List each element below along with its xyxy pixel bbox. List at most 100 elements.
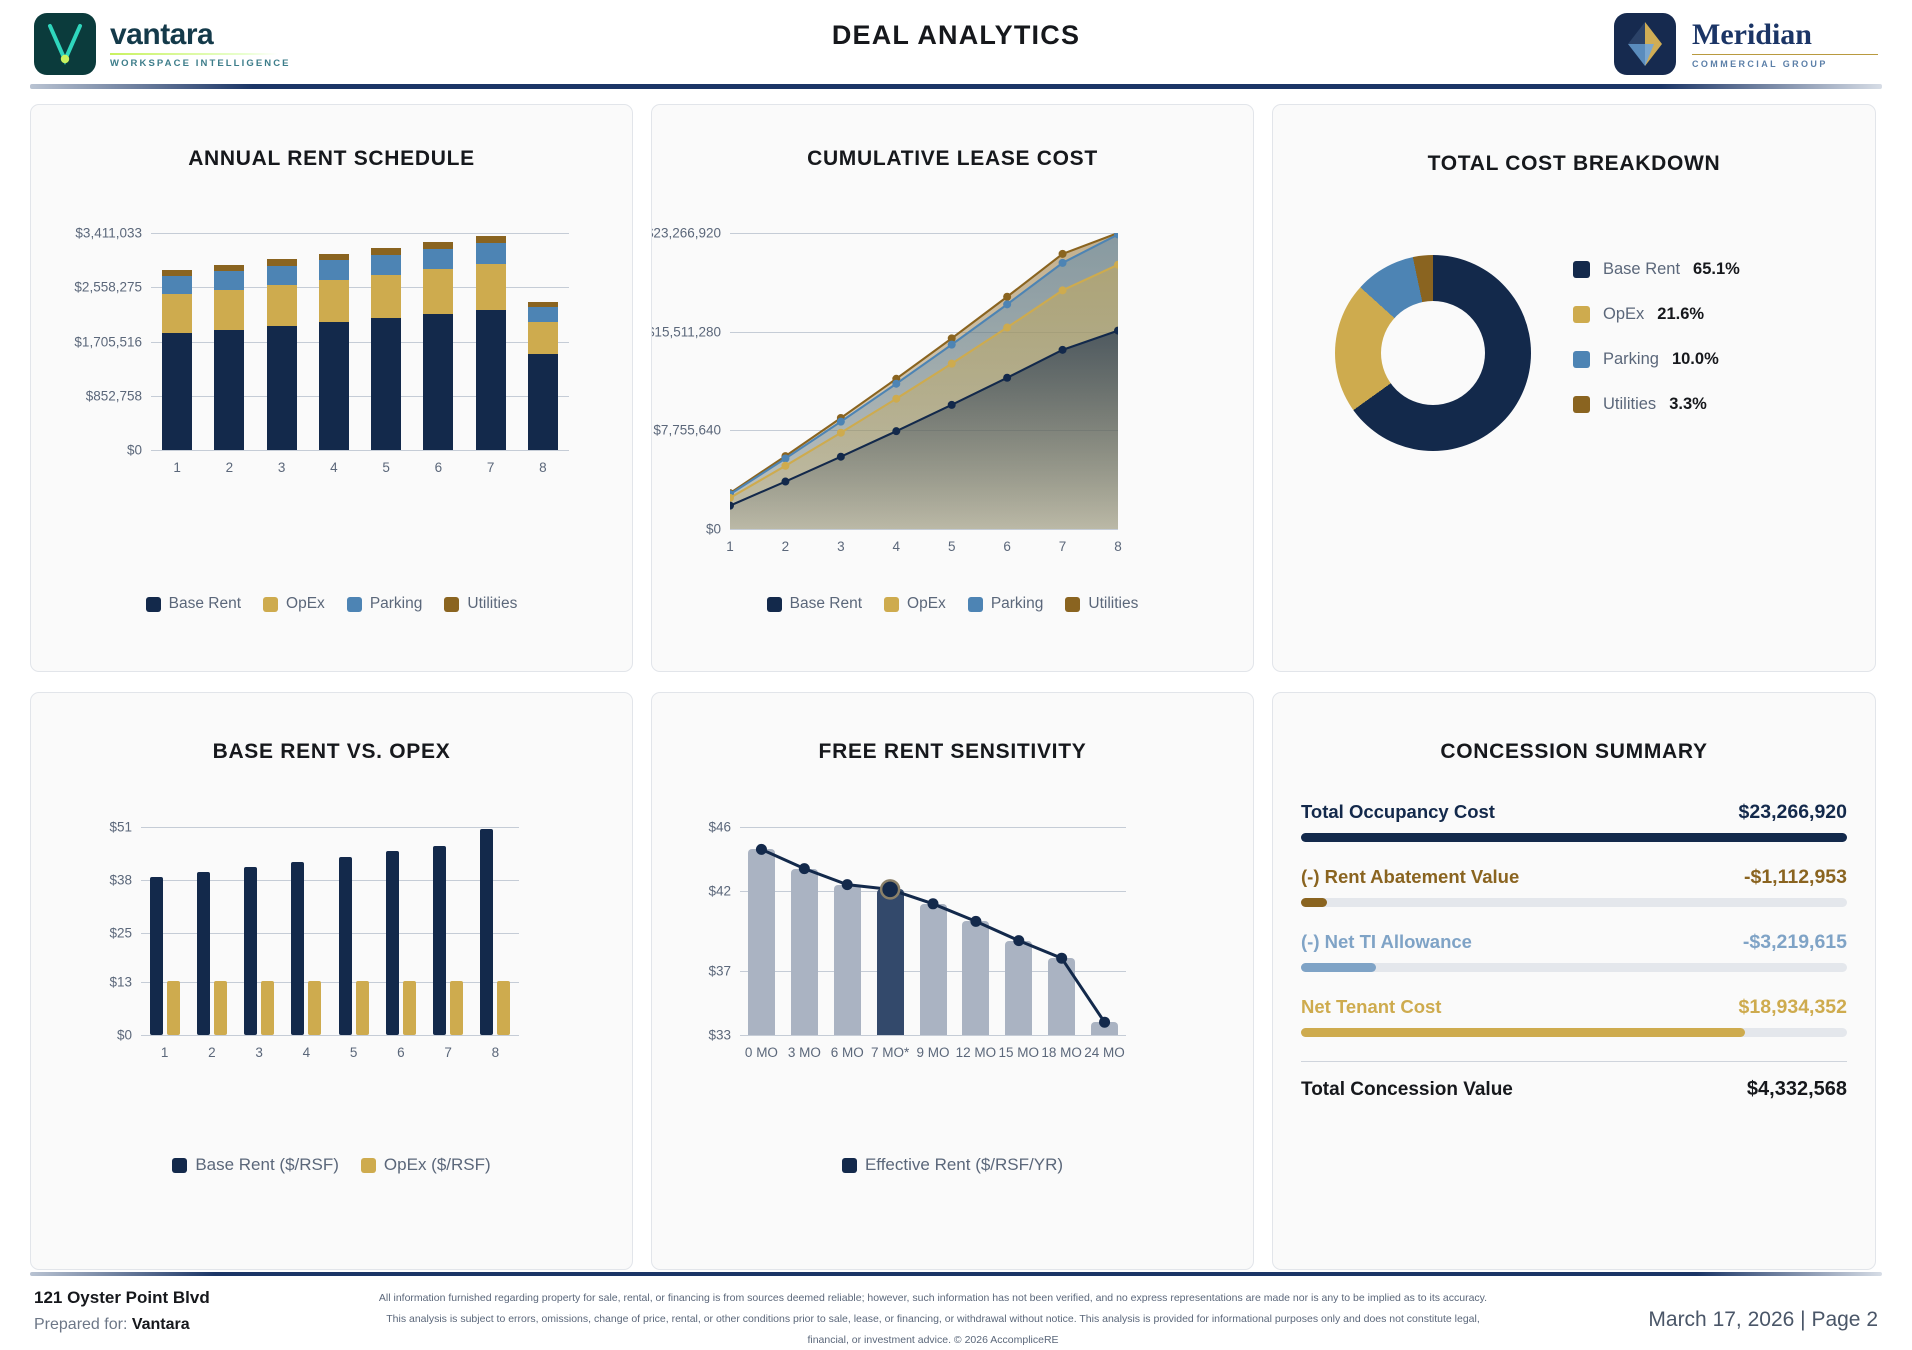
bar-segment-base-rent <box>371 318 402 450</box>
concession-rows: Total Occupancy Cost $23,266,920 (-) Rent … <box>1301 801 1847 1101</box>
x-axis-tick-label: 6 <box>397 1045 405 1060</box>
x-axis-tick-label: 7 <box>444 1045 452 1060</box>
bar[interactable] <box>919 903 947 1035</box>
legend-label: Parking <box>369 595 423 612</box>
stacked-bar[interactable] <box>371 233 402 450</box>
donut-legend-label: Parking <box>1603 350 1659 368</box>
bar-base-rent-rsf-[interactable] <box>244 867 258 1035</box>
x-axis-tick-label: 0 MO <box>744 1045 778 1060</box>
y-axis-tick-label: $23,266,920 <box>651 225 721 241</box>
bar-base-rent-rsf-[interactable] <box>196 872 210 1035</box>
bar[interactable] <box>747 849 775 1035</box>
y-axis-tick-label: $46 <box>708 819 731 835</box>
page-footer: 121 Oyster Point Blvd Prepared for: Vant… <box>0 1284 1912 1350</box>
card-concession-summary: CONCESSION SUMMARY Total Occupancy Cost $… <box>1272 692 1876 1270</box>
legend-label: Utilities <box>467 595 518 612</box>
bar-base-rent-rsf-[interactable] <box>291 862 305 1035</box>
meridian-underline <box>1692 53 1878 55</box>
concession-progress-fill <box>1301 963 1377 972</box>
concession-row: Net Tenant Cost $18,934,352 <box>1301 996 1847 1037</box>
stacked-bar[interactable] <box>318 233 349 450</box>
bar-segment-parking <box>371 254 402 275</box>
legend-label: Base Rent ($/RSF) <box>195 1155 339 1174</box>
bar-opex-rsf-[interactable] <box>450 980 464 1035</box>
gridline <box>151 450 569 451</box>
bar-base-rent-rsf-[interactable] <box>480 829 494 1035</box>
card-cumulative-lease-cost: CUMULATIVE LEASE COST $23,266,920 $15,511… <box>651 104 1254 672</box>
bar-segment-utilities <box>527 302 558 308</box>
bar-base-rent-rsf-[interactable] <box>338 856 352 1035</box>
bar-opex-rsf-[interactable] <box>213 980 227 1035</box>
y-axis-tick-label: $2,558,275 <box>74 279 142 295</box>
bar-highlighted[interactable] <box>876 889 904 1035</box>
bar-segment-opex <box>162 294 193 334</box>
legend-item: OpEx <box>263 595 325 613</box>
x-axis-tick-label: 24 MO <box>1084 1045 1125 1060</box>
concession-progress-track <box>1301 898 1847 907</box>
gridline <box>740 1035 1126 1036</box>
bar-base-rent-rsf-[interactable] <box>385 851 399 1035</box>
meridian-diamond-logo-icon <box>1614 13 1676 75</box>
bar[interactable] <box>962 921 990 1035</box>
cumulative-area-svg <box>730 233 1118 529</box>
bar[interactable] <box>833 884 861 1035</box>
donut-legend-swatch-icon <box>1573 306 1590 323</box>
card-free-rent-sensitivity: FREE RENT SENSITIVITY $46 $42 $37 $33 0 MO 3 … <box>651 692 1254 1270</box>
y-axis-tick-label: $3,411,033 <box>75 225 142 241</box>
y-axis-tick-label: $25 <box>109 925 132 941</box>
stacked-bar[interactable] <box>475 233 506 450</box>
bar-opex-rsf-[interactable] <box>402 980 416 1035</box>
bar-segment-base-rent <box>266 325 297 450</box>
concession-progress-track <box>1301 963 1847 972</box>
bar-segment-opex <box>266 284 297 326</box>
bar[interactable] <box>1091 1022 1119 1035</box>
donut-legend-swatch-icon <box>1573 351 1590 368</box>
bar-segment-opex <box>527 321 558 354</box>
concession-divider <box>1301 1061 1847 1062</box>
x-axis-tick-label: 4 <box>330 460 338 475</box>
bar[interactable] <box>1005 940 1033 1035</box>
x-axis-tick-label: 15 MO <box>998 1045 1040 1060</box>
bar-opex-rsf-[interactable] <box>308 980 322 1035</box>
donut-legend: Base Rent 65.1% OpEx 21.6% Parking 10.0% Utili… <box>1573 260 1740 414</box>
bar-base-rent-rsf-[interactable] <box>149 876 163 1035</box>
donut-legend-item: Utilities 3.3% <box>1573 395 1740 414</box>
bar-opex-rsf-[interactable] <box>497 980 511 1035</box>
gridline <box>740 827 1126 828</box>
concession-label: Net Tenant Cost <box>1301 996 1442 1017</box>
stacked-bar[interactable] <box>423 233 454 450</box>
legend-label: Base Rent <box>168 595 242 612</box>
concession-value: -$1,112,953 <box>1743 866 1847 888</box>
bar-opex-rsf-[interactable] <box>166 980 180 1035</box>
gridline <box>730 233 1118 234</box>
bar-segment-base-rent <box>423 314 454 450</box>
stacked-bar[interactable] <box>214 233 245 450</box>
vantara-underline <box>110 53 278 56</box>
concession-progress-fill <box>1301 898 1328 907</box>
x-axis-tick-label: 7 MO* <box>870 1045 910 1060</box>
x-axis-tick-label: 2 <box>781 539 790 554</box>
x-axis-tick-label: 2 <box>225 460 234 475</box>
x-axis-tick-label: 3 <box>277 460 286 475</box>
bar-base-rent-rsf-[interactable] <box>433 846 447 1035</box>
legend-label: Parking <box>990 595 1044 612</box>
legend-swatch-icon <box>1065 596 1081 612</box>
bar[interactable] <box>790 868 818 1035</box>
gridline <box>730 529 1118 530</box>
x-axis-tick-label: 2 <box>208 1045 216 1060</box>
bar-opex-rsf-[interactable] <box>261 980 275 1035</box>
prepared-for: Prepared for: Vantara <box>34 1316 210 1334</box>
stacked-bar[interactable] <box>527 233 558 450</box>
bar-segment-opex <box>318 279 349 323</box>
stacked-bar[interactable] <box>266 233 297 450</box>
bar-opex-rsf-[interactable] <box>355 980 369 1035</box>
y-axis-tick-label: $13 <box>109 974 132 990</box>
bar-segment-opex <box>423 269 454 315</box>
x-axis-tick-label: 5 <box>947 539 956 554</box>
donut-legend-swatch-icon <box>1573 261 1590 278</box>
x-axis-tick-label: 4 <box>302 1045 311 1060</box>
gridline <box>141 933 519 935</box>
base-vs-opex-legend: Base Rent ($/RSF) OpEx ($/RSF) <box>31 1155 632 1175</box>
stacked-bar[interactable] <box>162 233 193 450</box>
